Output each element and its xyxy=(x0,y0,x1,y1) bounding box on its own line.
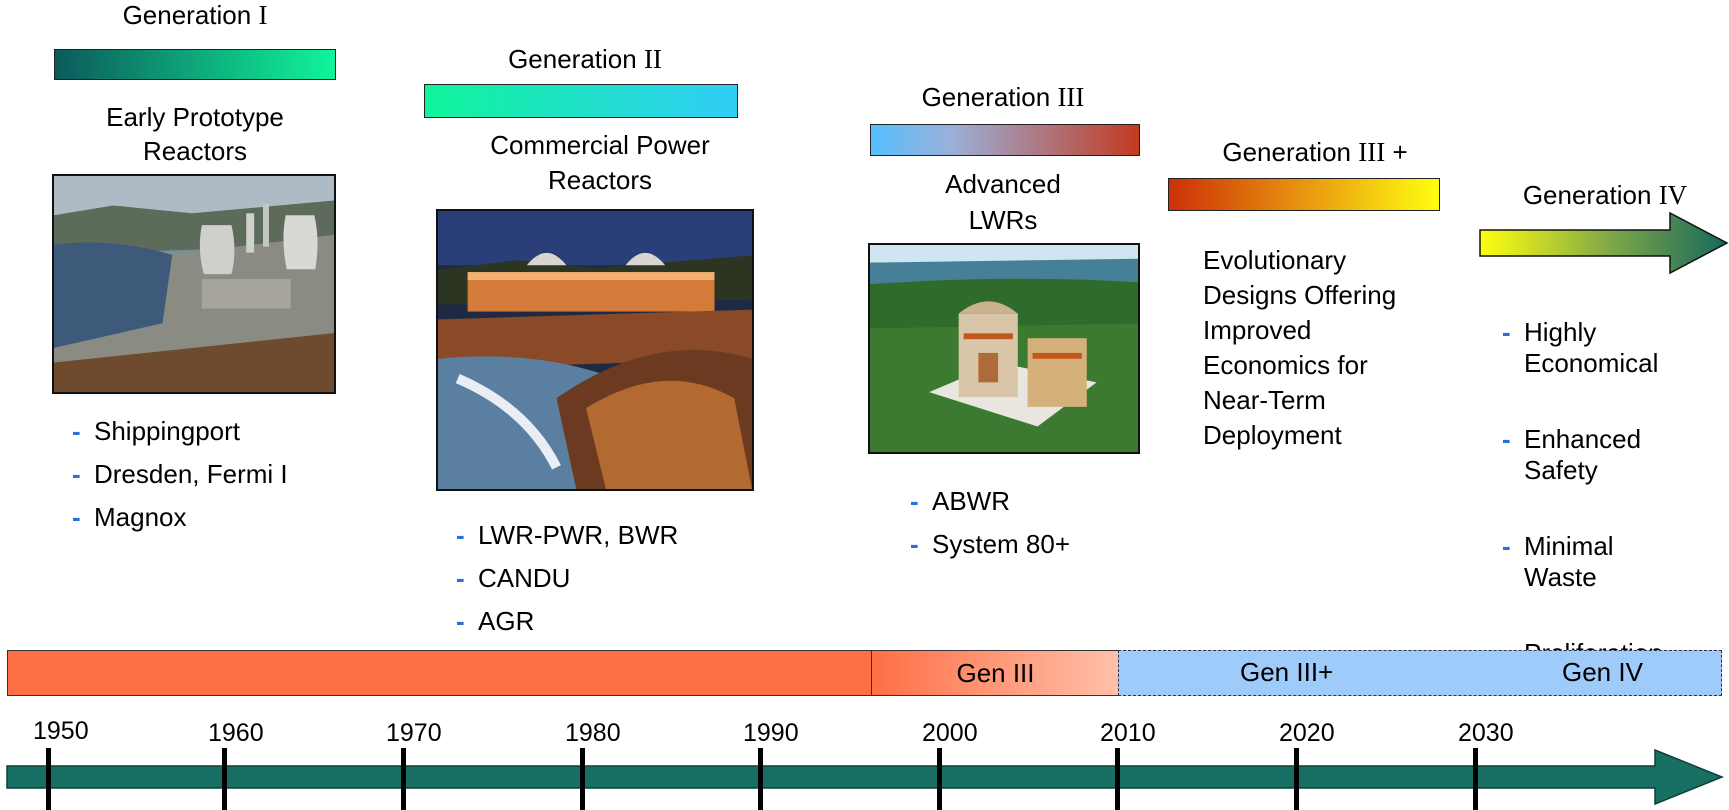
gen3plus-color-bar xyxy=(1168,178,1440,211)
timeline-year-label: 1970 xyxy=(386,719,442,747)
timeline-ticks xyxy=(46,748,1478,810)
gen1-label: Generation I xyxy=(60,0,330,31)
gen4-label: Generation IV xyxy=(1480,180,1729,211)
gen1-prefix: Generation xyxy=(122,0,259,30)
gen2-color-bar xyxy=(424,84,738,118)
gen4-example-item: Enhanced Safety xyxy=(1502,424,1663,486)
gen3plus-description-line: Evolutionary xyxy=(1203,245,1347,275)
gen1-example-item: Shippingport xyxy=(72,410,288,453)
gen3-examples: ABWR System 80+ xyxy=(910,480,1070,566)
gen4-numeral: IV xyxy=(1658,180,1688,210)
timeline-year-label: 2010 xyxy=(1100,719,1156,747)
gen2-example-item: LWR-PWR, BWR xyxy=(456,514,678,557)
gen2-examples: LWR-PWR, BWR CANDU AGR xyxy=(456,514,678,643)
gen4-arrow xyxy=(1479,211,1729,275)
gen3plus-description-line: Near-Term xyxy=(1203,385,1326,415)
gen3-title-line-1: Advanced xyxy=(945,169,1061,199)
gen1-numeral: I xyxy=(258,0,268,30)
era-bar-early-segment xyxy=(7,650,873,696)
gen3-title: Advanced LWRs xyxy=(870,166,1136,238)
era-bar-gen3plus-label: Gen III+ xyxy=(1240,657,1334,687)
gen2-title: Commercial Power Reactors xyxy=(440,128,760,198)
gen1-title: Early Prototype Reactors xyxy=(54,100,336,168)
gen2-example-item: CANDU xyxy=(456,557,678,600)
gen2-label: Generation II xyxy=(450,44,720,75)
gen4-example-item: Highly Economical xyxy=(1502,317,1663,379)
gen2-photo xyxy=(436,209,754,491)
gen2-example-item: AGR xyxy=(456,600,678,643)
gen3-example-item: System 80+ xyxy=(910,523,1070,566)
gen3-example-item: ABWR xyxy=(910,480,1070,523)
gen3-photo xyxy=(868,243,1140,454)
era-bar-gen4-label: Gen IV xyxy=(1562,657,1643,687)
timeline-year-label: 1990 xyxy=(743,719,799,747)
gen1-title-line-1: Early Prototype xyxy=(106,102,284,132)
gen3-numeral: III xyxy=(1057,82,1085,112)
gen3plus-description-line: Improved xyxy=(1203,315,1312,345)
timeline-year-label: 1960 xyxy=(208,719,264,747)
gen1-photo xyxy=(52,174,336,394)
gen2-title-line-1: Commercial Power xyxy=(490,130,710,160)
timeline-year-label: 2000 xyxy=(922,719,978,747)
gen2-title-line-2: Reactors xyxy=(547,165,653,195)
timeline-year-label: 2020 xyxy=(1279,719,1335,747)
gen2-numeral: II xyxy=(643,44,662,74)
timeline-year-label: 1980 xyxy=(565,719,621,747)
gen3-title-line-2: LWRs xyxy=(968,205,1038,235)
gen3-prefix: Generation xyxy=(921,82,1058,112)
gen1-color-bar xyxy=(54,49,336,80)
gen2-prefix: Generation xyxy=(508,44,644,74)
gen3plus-description-line: Designs Offering xyxy=(1203,280,1397,310)
gen3plus-label: Generation III + xyxy=(1170,137,1460,168)
era-bar-gen3-label: Gen III xyxy=(956,657,1035,688)
gen3plus-numeral: III xyxy=(1358,137,1386,167)
gen1-examples: Shippingport Dresden, Fermi I Magnox xyxy=(72,410,288,539)
gen3plus-description: Evolutionary Designs Offering Improved E… xyxy=(1203,243,1396,453)
timeline-year-label: 1950 xyxy=(33,717,89,745)
gen3-color-bar xyxy=(870,124,1140,156)
gen1-title-line-2: Reactors xyxy=(142,136,248,166)
gen1-example-item: Magnox xyxy=(72,496,288,539)
timeline-year-label: 2030 xyxy=(1458,719,1514,747)
gen4-example-item: Minimal Waste xyxy=(1502,531,1663,593)
gen3-label: Generation III xyxy=(868,82,1138,113)
era-bar-gen3-segment: Gen III xyxy=(871,650,1120,696)
gen3plus-description-line: Economics for xyxy=(1203,350,1368,380)
gen3plus-suffix: + xyxy=(1385,137,1408,167)
gen1-example-item: Dresden, Fermi I xyxy=(72,453,288,496)
gen3plus-description-line: Deployment xyxy=(1203,420,1342,450)
gen4-prefix: Generation xyxy=(1522,180,1659,210)
gen3plus-prefix: Generation xyxy=(1222,137,1359,167)
era-bar-future-segment xyxy=(1118,650,1722,696)
